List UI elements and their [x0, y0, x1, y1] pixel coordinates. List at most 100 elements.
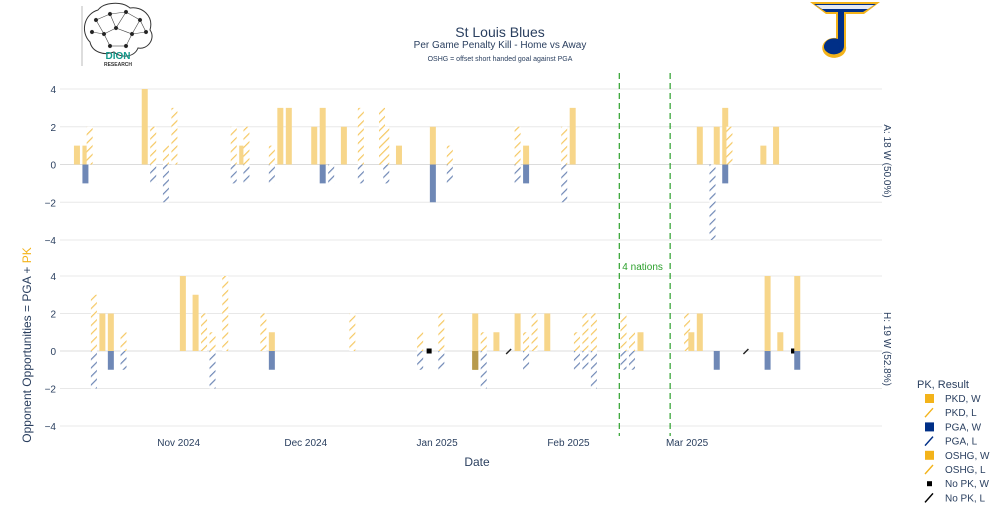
pkd-win-bar	[696, 313, 703, 351]
dion-logo-text: DION	[106, 51, 131, 62]
pkd-win-bar	[523, 145, 530, 165]
pkd-loss-bar	[684, 313, 691, 351]
pkd-loss-bar	[446, 145, 453, 165]
pga-win-bar	[319, 164, 326, 184]
pkd-win-bar	[472, 313, 479, 351]
pkd-loss-bar	[383, 126, 390, 165]
pkd-win-bar	[82, 145, 89, 165]
pkd-win-bar	[99, 313, 106, 351]
pkd-win-bar	[395, 145, 402, 165]
legend-item-label: PGA, L	[945, 437, 978, 448]
pkd-loss-bar	[162, 145, 169, 165]
pga-loss-bar	[561, 164, 568, 203]
legend-items: PKD, W PKD, L PGA, W PGA, L OSHG, W OSHG, L No…	[924, 394, 990, 504]
y-tick-label: 4	[50, 85, 56, 96]
legend-swatch-hatch	[924, 407, 934, 418]
event-label: 4 nations	[622, 262, 663, 273]
pkd-loss-bar	[629, 332, 636, 351]
pkd-win-bar	[73, 145, 80, 165]
y-tick-label: 2	[50, 310, 56, 321]
legend-swatch-hatch	[924, 464, 934, 475]
no-pk-win-marker	[791, 348, 797, 354]
y-axis-title-part1: Opponent Opportunities = PGA +	[20, 263, 34, 442]
legend-item-label: PKD, W	[945, 394, 981, 405]
pkd-loss-bar	[620, 313, 627, 351]
pkd-loss-bar	[357, 107, 364, 165]
pga-win-bar	[764, 351, 771, 370]
home-panel-label: H: 19 W (52.8%)	[881, 312, 892, 386]
pkd-win-bar	[311, 126, 318, 165]
pkd-loss-bar	[171, 107, 178, 165]
pkd-loss-bar	[349, 313, 356, 351]
pkd-win-bar	[794, 276, 801, 351]
dion-research-logo: DION RESEARCH	[80, 2, 158, 68]
pkd-loss-bar	[379, 107, 386, 165]
pkd-loss-bar	[120, 332, 127, 351]
legend-item-label: No PK, W	[945, 479, 989, 490]
pkd-loss-bar	[438, 313, 445, 351]
pkd-win-bar	[141, 89, 148, 165]
pkd-loss-bar	[86, 126, 93, 165]
pga-loss-bar	[243, 164, 250, 184]
event-layer: 4 nations	[618, 73, 671, 436]
pkd-win-bar	[107, 313, 114, 351]
y-axis-title: Opponent Opportunities = PGA + PK	[20, 247, 34, 442]
pkd-loss-bar	[90, 294, 97, 351]
no-pk-loss-marker	[742, 348, 749, 355]
legend-swatch-solid	[925, 394, 934, 403]
x-tick-label: Dec 2024	[284, 438, 327, 449]
pga-loss-bar	[573, 351, 580, 370]
no-pk-loss-marker	[505, 348, 512, 355]
pga-loss-bar	[582, 351, 589, 370]
pkd-win-bar	[285, 107, 292, 165]
y-tick-label: 2	[50, 123, 56, 134]
pga-win-bar	[268, 351, 275, 370]
chart-subtitle: Per Game Penalty Kill - Home vs Away	[414, 40, 587, 51]
pga-loss-bar	[480, 351, 487, 389]
chart-title: St Louis Blues	[455, 24, 545, 40]
pkd-win-bar	[722, 107, 729, 165]
legend-swatch-square	[927, 481, 932, 487]
pga-loss-bar	[268, 164, 275, 184]
pkd-loss-bar	[150, 126, 157, 165]
pkd-loss-bar	[417, 332, 424, 351]
pkd-loss-bar	[209, 332, 216, 351]
pkd-win-bar	[340, 126, 347, 165]
pga-win-bar	[107, 351, 114, 370]
pga-loss-bar	[709, 164, 716, 240]
pkd-win-bar	[760, 145, 767, 165]
pga-win-bar	[82, 164, 89, 184]
pkd-win-bar	[764, 276, 771, 351]
pga-loss-bar	[438, 351, 445, 370]
pga-loss-bar	[120, 351, 127, 370]
pga-loss-bar	[446, 164, 453, 184]
pkd-loss-bar	[201, 313, 208, 351]
pkd-win-bar	[688, 332, 695, 351]
x-tick-label: Jan 2025	[417, 438, 459, 449]
y-axis-title-part2: PK	[20, 247, 34, 263]
pkd-loss-bar	[582, 313, 589, 351]
pkd-loss-bar	[243, 126, 250, 165]
pga-loss-bar	[523, 351, 530, 370]
pkd-win-bar	[277, 107, 284, 165]
pga-loss-bar	[417, 351, 424, 370]
y-tick-label: 0	[50, 347, 56, 358]
pkd-win-bar	[192, 294, 199, 351]
pkd-win-bar	[544, 313, 551, 351]
pga-loss-bar	[209, 351, 216, 389]
pga-win-bar	[429, 164, 436, 203]
pkd-win-bar	[777, 332, 784, 351]
pkd-win-bar	[179, 276, 186, 351]
pkd-loss-bar	[531, 313, 538, 351]
pkd-win-bar	[637, 332, 644, 351]
pkd-win-bar	[713, 126, 720, 165]
y-tick-label: −4	[45, 422, 57, 433]
pkd-win-bar	[696, 126, 703, 165]
no-pk-win-marker	[426, 348, 432, 354]
pkd-loss-bar	[260, 313, 267, 351]
legend-title: PK, Result	[917, 379, 969, 391]
pga-loss-bar	[90, 351, 97, 389]
x-tick-label: Nov 2024	[157, 438, 200, 449]
chart-note: OSHG = offset short handed goal against …	[428, 56, 573, 63]
